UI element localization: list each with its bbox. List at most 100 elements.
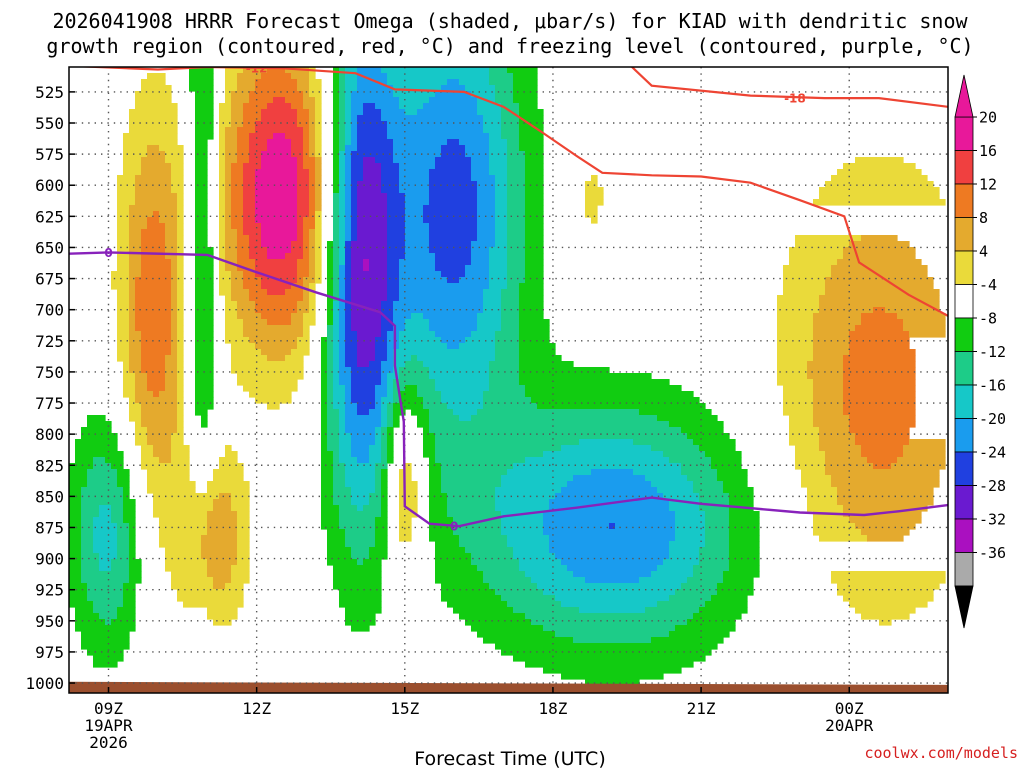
omega-cell <box>117 481 130 488</box>
omega-cell <box>387 241 406 248</box>
omega-cell <box>387 133 490 140</box>
omega-cell <box>405 241 430 248</box>
omega-cell <box>429 457 436 464</box>
omega-cell <box>351 133 358 140</box>
credit-text[interactable]: coolwx.com/models <box>864 744 1018 762</box>
omega-cell <box>399 331 436 338</box>
omega-cell <box>351 97 400 104</box>
omega-cell <box>183 601 244 608</box>
omega-cell <box>297 163 304 170</box>
omega-cell <box>351 127 358 134</box>
omega-cell <box>669 595 712 602</box>
omega-cell <box>543 517 676 524</box>
omega-cell <box>381 427 388 434</box>
omega-cell <box>75 607 94 614</box>
omega-cell <box>291 241 304 248</box>
omega-cell <box>549 505 670 512</box>
omega-cell <box>345 271 352 278</box>
colorbar-bottom-arrow <box>954 585 974 629</box>
omega-cell <box>519 373 652 380</box>
omega-cell <box>333 247 340 254</box>
omega-cell <box>717 589 754 596</box>
omega-cell <box>819 193 940 200</box>
omega-cell <box>399 343 448 350</box>
omega-cell <box>153 391 160 398</box>
omega-cell <box>393 391 400 398</box>
y-tick-label: 675 <box>35 270 64 289</box>
omega-cell <box>399 517 412 524</box>
omega-cell <box>807 373 844 380</box>
omega-cell <box>129 223 148 230</box>
omega-cell <box>453 517 502 524</box>
omega-cell <box>495 229 508 236</box>
omega-cell <box>465 151 490 158</box>
omega-cell <box>219 283 232 290</box>
omega-cell <box>333 259 340 266</box>
omega-cell <box>333 331 340 338</box>
omega-cell <box>225 337 250 344</box>
omega-cell <box>345 331 358 338</box>
omega-cell <box>141 229 166 236</box>
omega-cell <box>177 409 184 416</box>
omega-cell <box>525 175 544 182</box>
omega-cell <box>219 151 226 158</box>
colorbar-label: -12 <box>979 343 1006 361</box>
omega-cell <box>231 571 250 578</box>
omega-cell <box>813 397 844 404</box>
omega-cell <box>315 109 322 116</box>
omega-cell <box>783 277 826 284</box>
omega-cell <box>669 457 712 464</box>
omega-cell <box>387 373 400 380</box>
omega-cell <box>225 229 238 236</box>
omega-cell <box>525 259 544 266</box>
omega-cell <box>387 253 406 260</box>
omega-cell <box>327 307 334 314</box>
omega-cell <box>513 607 580 614</box>
omega-cell <box>291 247 304 254</box>
omega-cell <box>387 349 394 356</box>
omega-cell <box>255 259 298 266</box>
omega-cell <box>507 199 526 206</box>
omega-cell <box>129 331 142 338</box>
omega-cell <box>225 235 238 242</box>
omega-cell <box>777 337 814 344</box>
omega-cell <box>129 109 178 116</box>
omega-cell <box>207 481 250 488</box>
omega-cell <box>387 229 406 236</box>
omega-cell <box>495 589 544 596</box>
omega-cell <box>171 271 178 278</box>
omega-cell <box>501 133 520 140</box>
omega-cell <box>837 487 934 494</box>
omega-cell <box>339 343 346 350</box>
omega-cell <box>837 499 934 506</box>
omega-cell <box>111 565 130 572</box>
omega-cell <box>339 223 346 230</box>
omega-cell <box>339 199 346 206</box>
omega-cell <box>129 217 148 224</box>
omega-cell <box>309 127 316 134</box>
omega-cell <box>327 421 340 428</box>
omega-cell <box>87 589 124 596</box>
omega-cell <box>495 349 520 356</box>
omega-cell <box>339 409 346 416</box>
omega-cell <box>807 487 838 494</box>
colorbar-segment <box>954 418 974 453</box>
omega-cell <box>69 601 94 608</box>
omega-cell <box>255 181 298 188</box>
omega-cell <box>195 409 208 416</box>
x-tick-label: 12Z <box>242 699 271 718</box>
omega-cell <box>105 457 124 464</box>
omega-cell <box>789 433 820 440</box>
omega-cell <box>255 121 298 128</box>
omega-cell <box>297 235 304 242</box>
omega-cell <box>339 181 346 188</box>
omega-cell <box>177 421 184 428</box>
omega-cell <box>429 229 478 236</box>
omega-cell <box>849 517 922 524</box>
omega-cell <box>351 265 364 272</box>
omega-cell <box>435 445 562 452</box>
omega-cell <box>843 355 916 362</box>
omega-cell <box>81 487 124 494</box>
omega-cell <box>339 271 346 278</box>
omega-cell <box>477 325 502 332</box>
